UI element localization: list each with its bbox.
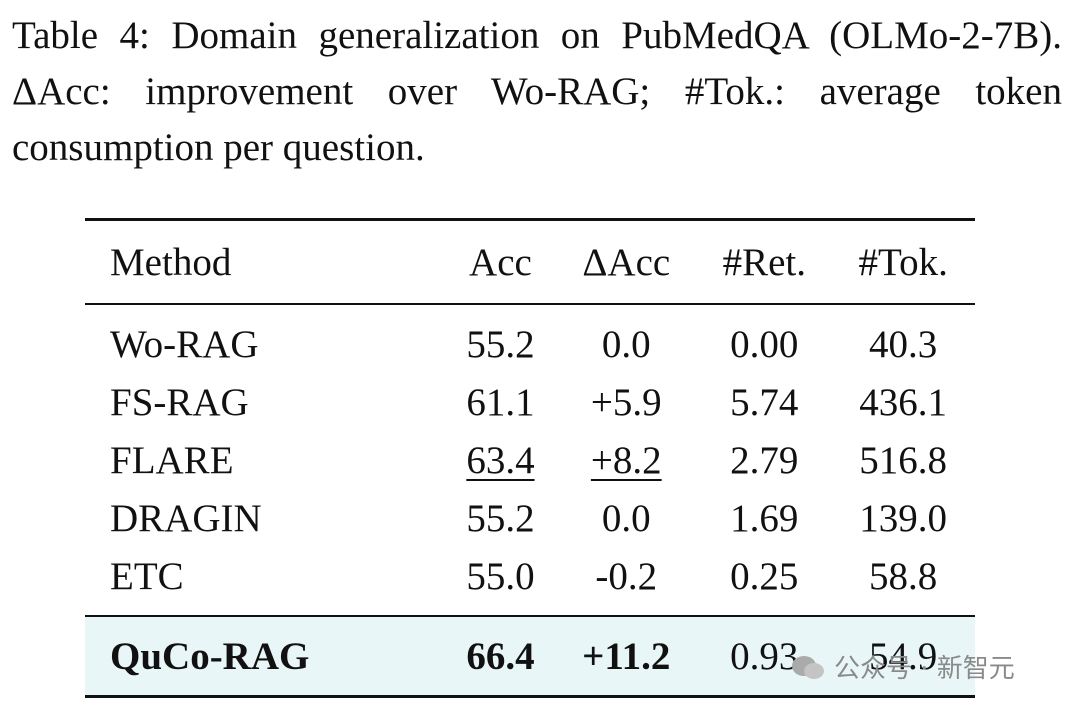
table-cell: +11.2 — [555, 616, 697, 697]
cell-text: 1.69 — [730, 496, 799, 540]
caption: Table 4: Domain generalization on PubMed… — [12, 14, 1062, 169]
header-cell: ΔAcc — [582, 240, 671, 284]
table-cell: FS-RAG — [85, 373, 446, 431]
cell-text: -0.2 — [595, 554, 658, 598]
table-cell: Wo-RAG — [85, 315, 446, 373]
watermark: 公众号 · 新智元 — [790, 648, 1015, 685]
table-cell: 55.0 — [446, 547, 556, 605]
table-cell: 436.1 — [831, 373, 975, 431]
spacer — [85, 605, 975, 616]
header-cell: Acc — [469, 240, 532, 284]
table-cell: 0.00 — [697, 315, 831, 373]
table-cell: 55.2 — [446, 489, 556, 547]
table-cell: 0.0 — [555, 315, 697, 373]
table-cell: 40.3 — [831, 315, 975, 373]
watermark-text: 公众号 · 新智元 — [834, 654, 1015, 684]
table-row: Wo-RAG 55.2 0.0 0.00 40.3 — [85, 315, 975, 373]
table-cell: 61.1 — [446, 373, 556, 431]
table-cell: +5.9 — [555, 373, 697, 431]
header-row: Method Acc ΔAcc #Ret. #Tok. — [85, 219, 975, 304]
table-row: ETC 55.0 -0.2 0.25 58.8 — [85, 547, 975, 605]
table-cell: DRAGIN — [85, 489, 446, 547]
table-cell: 66.4 — [446, 616, 556, 697]
table-cell: 0.93 — [697, 616, 831, 697]
header-cell: Method — [110, 240, 232, 284]
cell-text: 54.9 — [869, 634, 938, 678]
table-header: Method Acc ΔAcc #Ret. #Tok. — [85, 219, 975, 304]
spacer — [85, 304, 975, 315]
table-body: Wo-RAG 55.2 0.0 0.00 40.3 FS-RAG 61.1 +5.9 5.74 4… — [85, 304, 975, 697]
table-cell: +8.2 — [555, 431, 697, 489]
cell-text: 66.4 — [466, 634, 535, 678]
table-cell: 63.4 — [446, 431, 556, 489]
cell-text: Wo-RAG — [110, 322, 259, 366]
table-cell: ETC — [85, 547, 446, 605]
cell-text: QuCo-RAG — [110, 634, 310, 678]
table-cell: 516.8 — [831, 431, 975, 489]
table-row: FS-RAG 61.1 +5.9 5.74 436.1 — [85, 373, 975, 431]
table-cell: 58.8 — [831, 547, 975, 605]
table-row: FLARE 63.4 +8.2 2.79 516.8 — [85, 431, 975, 489]
cell-text: FS-RAG — [110, 380, 249, 424]
cell-text: 0.0 — [601, 322, 651, 366]
cell-text: 40.3 — [869, 322, 938, 366]
table-row: QuCo-RAG 66.4 +11.2 0.93 54.9 — [85, 616, 975, 697]
cell-text: 55.0 — [466, 554, 535, 598]
cell-text: 436.1 — [859, 380, 948, 424]
cell-text: 58.8 — [869, 554, 938, 598]
cell-text: 63.4 — [466, 438, 535, 482]
cell-text: 0.25 — [730, 554, 799, 598]
cell-text: 55.2 — [466, 496, 535, 540]
table-cell: 54.9 — [831, 616, 975, 697]
table-cell: 55.2 — [446, 315, 556, 373]
cell-text: ETC — [110, 554, 184, 598]
cell-text: 0.93 — [730, 634, 799, 678]
cell-text: 516.8 — [859, 438, 948, 482]
watermark-icon — [792, 655, 824, 679]
table-cell: -0.2 — [555, 547, 697, 605]
cell-text: 139.0 — [859, 496, 948, 540]
cell-text: +11.2 — [582, 634, 671, 678]
cell-text: +8.2 — [590, 438, 662, 482]
table-row: DRAGIN 55.2 0.0 1.69 139.0 — [85, 489, 975, 547]
header-cell: #Ret. — [722, 240, 806, 284]
cell-text: +5.9 — [590, 380, 662, 424]
cell-text: FLARE — [110, 438, 234, 482]
cell-text: DRAGIN — [110, 496, 262, 540]
table-cell: 1.69 — [697, 489, 831, 547]
cell-text: 61.1 — [466, 380, 535, 424]
cell-text: 5.74 — [730, 380, 799, 424]
header-cell: #Tok. — [858, 240, 948, 284]
table-cell: 139.0 — [831, 489, 975, 547]
table-cell: 2.79 — [697, 431, 831, 489]
table-cell: QuCo-RAG — [85, 616, 446, 697]
table-cell: 0.25 — [697, 547, 831, 605]
table-cell: 0.0 — [555, 489, 697, 547]
table-cell: 5.74 — [697, 373, 831, 431]
table-cell: FLARE — [85, 431, 446, 489]
cell-text: 55.2 — [466, 322, 535, 366]
cell-text: 0.0 — [601, 496, 651, 540]
cell-text: 2.79 — [730, 438, 799, 482]
cell-text: 0.00 — [730, 322, 799, 366]
results-table: Method Acc ΔAcc #Ret. #Tok. Wo-RAG 55.2 0.… — [85, 218, 975, 698]
